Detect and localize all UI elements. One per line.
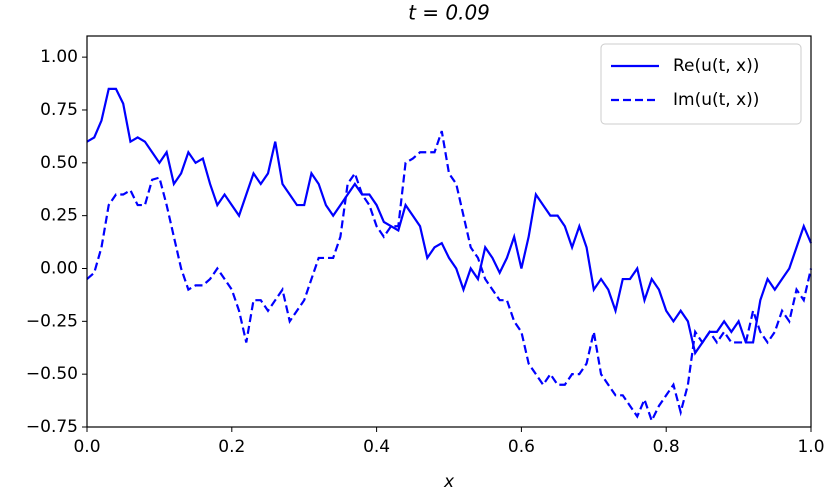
- y-tick-label: −0.50: [26, 364, 78, 384]
- y-tick-label: 0.00: [40, 258, 78, 278]
- y-tick-label: 0.50: [40, 153, 78, 173]
- y-tick-label: −0.75: [26, 417, 78, 437]
- x-tick-label: 0.4: [363, 437, 390, 457]
- line-series: [86, 130, 813, 424]
- legend-label: Im(u(t, x)): [673, 90, 759, 110]
- y-tick-label: 0.75: [40, 100, 78, 120]
- x-tick-label: 0.0: [73, 437, 100, 457]
- legend-label: Re(u(t, x)): [673, 56, 759, 76]
- y-tick-label: 1.00: [40, 47, 78, 67]
- x-tick-label: 1.0: [797, 437, 824, 457]
- plot-frame: [86, 35, 812, 428]
- x-tick-label: 0.8: [653, 437, 680, 457]
- legend-box: [600, 43, 802, 125]
- chart-title: t = 0.09: [408, 1, 490, 25]
- line-series: [86, 87, 813, 356]
- x-tick-label: 0.2: [218, 437, 245, 457]
- y-tick-label: 0.25: [40, 206, 78, 226]
- x-axis-label: x: [443, 472, 455, 492]
- x-tick-label: 0.6: [508, 437, 535, 457]
- y-tick-label: −0.25: [26, 311, 78, 331]
